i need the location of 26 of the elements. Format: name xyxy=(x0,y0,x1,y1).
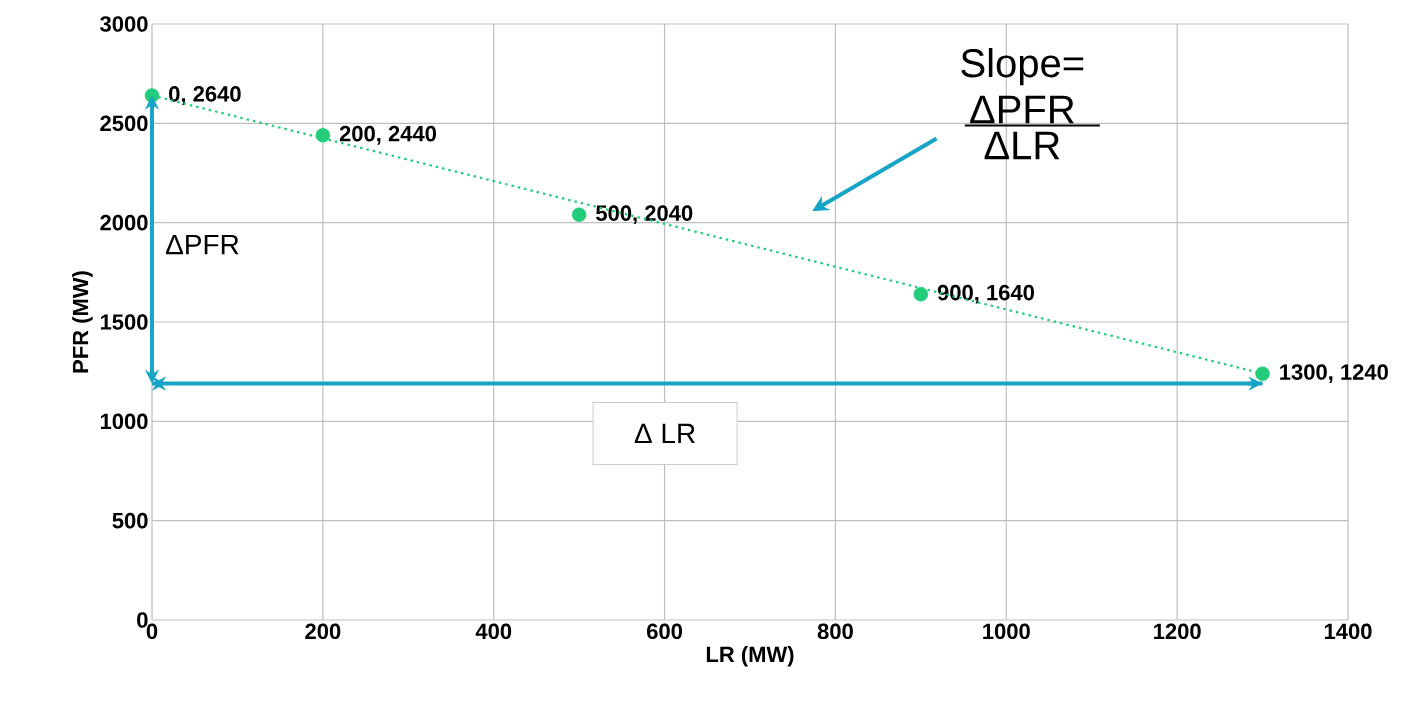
y-tick-label: 2500 xyxy=(100,115,148,132)
x-axis-title: LR (MW) xyxy=(706,645,794,667)
annotation: Slope= xyxy=(961,48,1084,86)
annotation: ΔLR xyxy=(984,131,1060,160)
x-tick-label: 1000 xyxy=(983,623,1030,640)
x-tick-label: 600 xyxy=(647,623,683,640)
x-tick-label: 1200 xyxy=(1154,623,1201,640)
annotation: ΔPFR xyxy=(970,95,1074,124)
y-tick-label: 1000 xyxy=(100,413,148,430)
x-tick-label: 1400 xyxy=(1324,623,1372,640)
data-label: 0, 2640 xyxy=(169,86,241,105)
data-label: 200, 2440 xyxy=(339,125,436,145)
data-label: 1300, 1240 xyxy=(1280,364,1388,384)
y-tick-label: 3000 xyxy=(100,16,148,32)
annotation: ΔPFR xyxy=(165,234,239,255)
data-label: 500, 2040 xyxy=(596,205,693,225)
ref-line-label: Δ LR xyxy=(634,423,695,444)
y-tick-label: 2000 xyxy=(100,214,148,231)
y-tick-label: 1500 xyxy=(100,314,148,330)
x-tick-label: 400 xyxy=(475,623,512,640)
y-tick-label: 0 xyxy=(137,612,148,628)
x-tick-label: 200 xyxy=(305,623,341,640)
data-label: 900, 1640 xyxy=(937,284,1034,304)
x-tick-label: 800 xyxy=(817,623,853,640)
y-tick-label: 500 xyxy=(112,512,148,529)
y-axis-title: PFR (MW) xyxy=(72,271,93,373)
